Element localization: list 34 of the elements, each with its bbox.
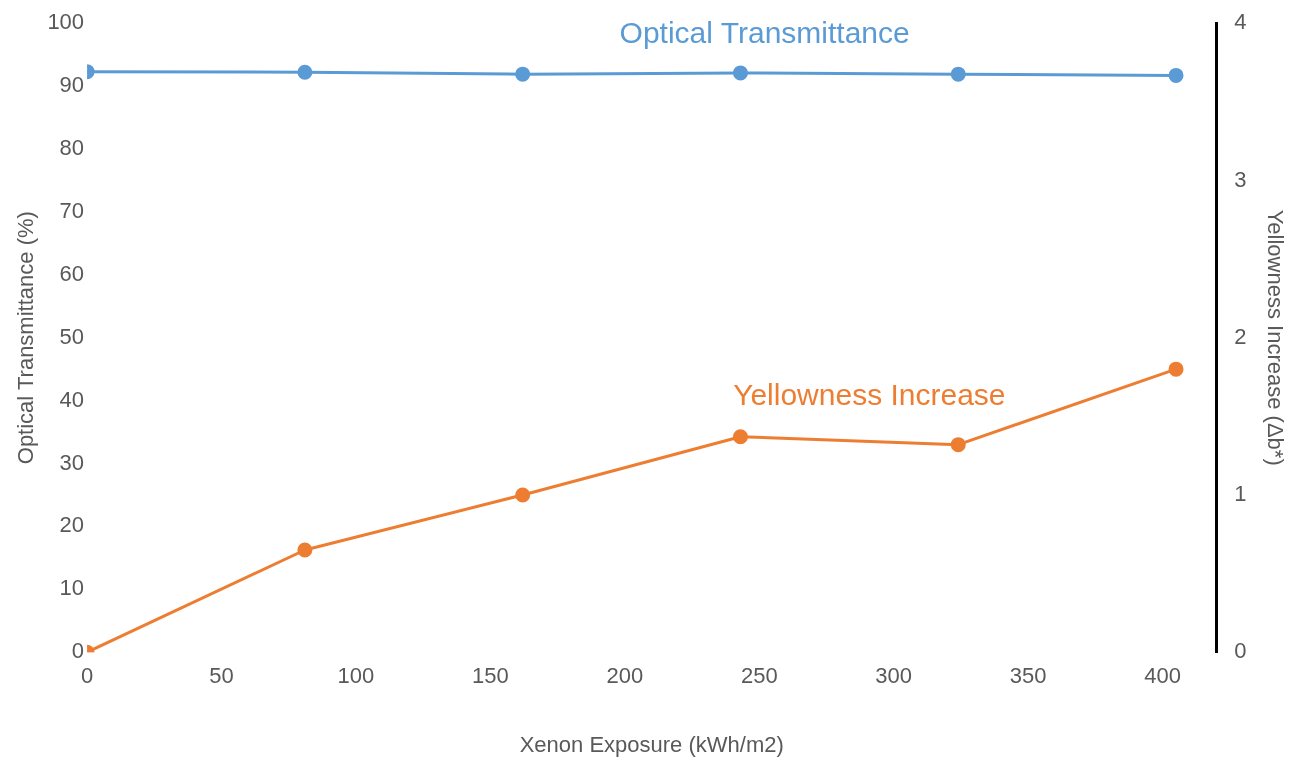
x-tick-label: 100 [337, 663, 375, 689]
point [950, 437, 966, 453]
y-tick-label: 10 [59, 575, 85, 601]
series-label: Optical Transmittance [619, 15, 910, 49]
y2-tick-label: 1 [1234, 481, 1247, 507]
x-tick-label: 400 [1144, 663, 1181, 689]
x-tick-label: 350 [1009, 663, 1047, 689]
x-tick-label: 200 [606, 663, 644, 689]
y2-tick-label: 2 [1234, 323, 1247, 349]
y-tick-label: 0 [71, 638, 85, 664]
y-tick-label: 90 [59, 72, 85, 98]
point [297, 542, 313, 558]
x-tick-label: 50 [209, 663, 234, 689]
y-tick-label: 70 [59, 197, 85, 223]
y2-tick-label: 0 [1234, 638, 1247, 664]
y2-axis-title: Yellowness Increase (Δb*) [1262, 209, 1288, 466]
x-tick-label: 300 [875, 663, 913, 689]
y-tick-label: 50 [59, 323, 85, 349]
point [515, 487, 531, 503]
point [732, 429, 748, 445]
x-axis-title: Xenon Exposure (kWh/m2) [519, 731, 784, 757]
y-tick-label: 80 [59, 135, 85, 161]
y-axis-title: Optical Transmittance (%) [13, 211, 39, 465]
y-tick-label: 60 [59, 260, 85, 286]
y-tick-label: 40 [59, 386, 85, 412]
y-tick-label: 100 [47, 9, 85, 35]
x-tick-label: 250 [740, 663, 778, 689]
y-tick-label: 30 [59, 449, 85, 475]
series-label: Yellowness Increase [733, 378, 1006, 412]
y2-tick-label: 4 [1234, 9, 1247, 35]
point [1168, 361, 1184, 377]
y2-tick-label: 3 [1234, 166, 1247, 192]
x-tick-label: 150 [472, 663, 509, 689]
y-tick-label: 20 [59, 512, 85, 538]
